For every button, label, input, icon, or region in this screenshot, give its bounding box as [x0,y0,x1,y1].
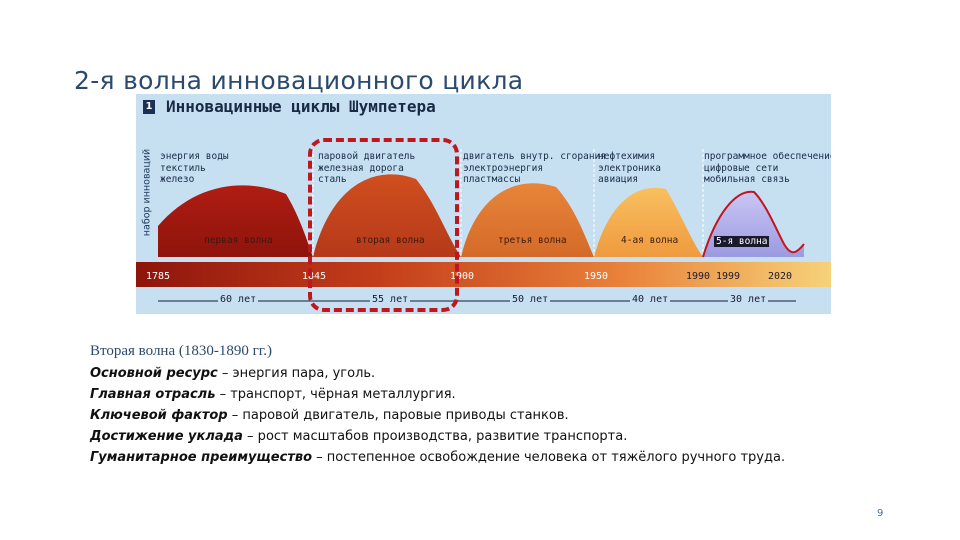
wave-3 [461,183,594,257]
figure-badge: 1 [143,100,155,114]
wave-label-2: вторая волна [356,235,425,246]
description-line: Ключевой фактор – паровой двигатель, пар… [90,408,569,423]
duration-label: 55 лет [370,294,411,305]
year-label: 2020 [768,271,793,282]
duration-label: 50 лет [510,294,551,305]
description-line: Гуманитарное преимущество – постепенное … [90,450,786,465]
cycle-separators [312,149,704,259]
waves-graphic [136,149,831,302]
innovations-wave-2: паровой двигатель железная дорога сталь [318,151,416,185]
year-label: 1990 [686,271,711,282]
schumpeter-cycles-figure: 1 Инновацинные циклы Шумпетера набор инн… [136,94,831,314]
description-heading: Вторая волна (1830-1890 гг.) [90,343,272,359]
innovations-wave-3: двигатель внутр. сгорания электроэнергия п… [463,151,606,185]
y-axis-label: набор инноваций [141,148,153,237]
wave-description: Вторая волна (1830-1890 гг.) Основной ре… [90,343,890,468]
duration-label: 40 лет [630,294,671,305]
slide-title: 2-я волна инновационного цикла [74,66,524,95]
page-number: 9 [877,508,884,519]
wave-label-1: первая волна [204,235,273,246]
duration-label: 60 лет [218,294,259,305]
wave-label-5: 5-я волна [714,236,770,247]
wave-4 [594,187,703,257]
year-label: 1785 [146,271,171,282]
wave-5-outline [702,190,805,258]
innovations-wave-1: энергия воды текстиль железо [160,151,229,185]
innovations-wave-5: программное обеспечение цифровые сети моби… [704,151,831,185]
wave-2 [313,174,461,257]
description-line: Достижение уклада – рост масштабов произ… [90,429,628,444]
wave-label-4: 4-ая волна [621,235,679,246]
innovations-wave-4: нефтехимия электроника авиация [598,151,661,185]
description-line: Главная отрасль – транспорт, чёрная мета… [90,387,456,402]
year-label: 1900 [450,271,475,282]
figure-title: Инновацинные циклы Шумпетера [166,97,436,116]
timeline-bar [136,262,831,287]
wave-label-3: третья волна [498,235,567,246]
description-line: Основной ресурс – энергия пара, уголь. [90,366,376,381]
year-label: 1845 [302,271,327,282]
wave-1 [158,185,313,257]
duration-label: 30 лет [728,294,769,305]
year-label: 1999 [716,271,741,282]
second-wave-highlight [308,138,459,312]
wave-5 [703,191,804,257]
year-label: 1950 [584,271,609,282]
